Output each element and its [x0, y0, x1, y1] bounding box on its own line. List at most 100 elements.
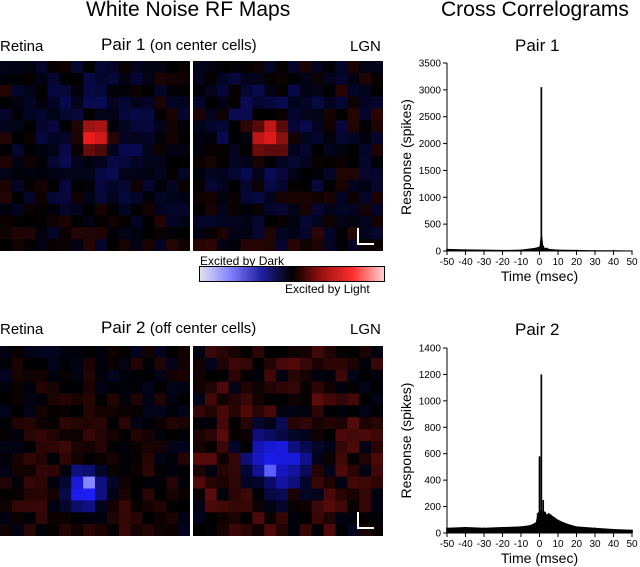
rf-pixel	[299, 84, 313, 98]
rf-pixel	[335, 203, 348, 216]
x-tick-label: -10	[514, 539, 529, 550]
y-tick-label: 1000	[419, 396, 442, 407]
rf-pixel	[47, 524, 60, 536]
rf-pixel	[23, 512, 37, 525]
rf-pixel	[311, 132, 325, 145]
rf-pixel	[193, 96, 206, 110]
rf-pixel	[35, 346, 49, 359]
rf-pixel	[264, 512, 277, 525]
colorbar-dark-label: Excited by Dark	[200, 254, 285, 268]
rf-pixel	[371, 167, 383, 181]
rf-pixel	[371, 61, 383, 74]
rf-pixel	[83, 476, 96, 490]
rf-pixel	[288, 512, 301, 525]
rf-pixel	[347, 488, 360, 501]
rf-pixel	[252, 227, 265, 240]
rf-pixel	[178, 61, 190, 74]
rf-pixel	[335, 132, 348, 145]
rf-pixel	[106, 215, 120, 228]
rf-pixel	[71, 393, 84, 406]
rf-pixel	[264, 429, 277, 442]
rf-pixel	[106, 357, 120, 371]
rf-pixel	[154, 369, 167, 383]
rf-pixel	[166, 524, 179, 536]
rf-pixel	[252, 215, 265, 228]
rf-pixel	[83, 179, 96, 193]
histogram-bar	[631, 529, 633, 533]
rf-pixel	[142, 488, 155, 501]
rf-pixel	[276, 61, 289, 74]
rf-pixel	[154, 144, 167, 157]
rf-pixel	[228, 429, 242, 442]
rf-pixel	[59, 203, 72, 216]
rf-pixel	[59, 120, 72, 133]
rf-pixel	[359, 464, 372, 478]
rf-pixel	[240, 417, 253, 430]
rf-pixel	[118, 369, 132, 383]
rf-pixel	[106, 61, 120, 74]
rf-pixel	[347, 357, 360, 371]
rf-pixel	[311, 417, 325, 430]
rf-pixel	[166, 227, 179, 240]
rf-pixel	[118, 381, 132, 395]
rf-pixel	[95, 203, 108, 216]
rf-pixel	[264, 500, 277, 513]
rf-pixel	[59, 441, 72, 454]
rf-pixel	[371, 96, 383, 110]
rf-pixel	[204, 215, 218, 228]
rf-pixel	[216, 346, 230, 359]
rf-pixel	[371, 108, 383, 121]
rf-pixel	[106, 132, 120, 145]
pair2-scale-bar	[357, 512, 374, 529]
rf-pixel	[130, 381, 144, 395]
rf-pixel	[240, 156, 253, 169]
rf-pixel	[252, 167, 265, 181]
rf-pixel	[288, 393, 301, 406]
rf-pixel	[311, 357, 325, 371]
rf-pixel	[228, 452, 242, 466]
rf-pixel	[371, 156, 383, 169]
rf-pixel	[264, 488, 277, 501]
rf-pixel	[0, 441, 13, 454]
rf-pixel	[178, 203, 190, 216]
rf-pixel	[299, 108, 313, 121]
colorbar-light-label: Excited by Light	[285, 282, 370, 296]
rf-pixel	[106, 417, 120, 430]
rf-pixel	[142, 464, 155, 478]
rf-pixel	[154, 464, 167, 478]
rf-pixel	[35, 488, 49, 501]
rf-pixel	[311, 464, 325, 478]
y-tick-label: 2500	[419, 112, 442, 123]
rf-pixel	[347, 393, 360, 406]
rf-pixel	[323, 132, 337, 145]
rf-pixel	[347, 215, 360, 228]
rf-pixel	[359, 239, 372, 251]
rf-pixel	[323, 227, 337, 240]
rf-pixel	[276, 84, 289, 98]
rf-pixel	[288, 144, 301, 157]
rf-pixel	[193, 381, 206, 395]
rf-pixel	[11, 417, 25, 430]
rf-pixel	[106, 84, 120, 98]
rf-pixel	[118, 405, 132, 418]
pair1-subtitle: (on center cells)	[149, 37, 257, 54]
rf-pixel	[166, 120, 179, 133]
rf-pixel	[228, 191, 242, 205]
rf-pixel	[35, 464, 49, 478]
rf-pixel	[347, 405, 360, 418]
rf-pixel	[118, 132, 132, 145]
rf-pixel	[11, 393, 25, 406]
rf-pixel	[166, 417, 179, 430]
rf-pixel	[252, 179, 265, 193]
rf-pixel	[371, 72, 383, 86]
rf-pixel	[204, 405, 218, 418]
rf-pixel	[35, 61, 49, 74]
rf-pixel	[240, 96, 253, 110]
rf-pixel	[130, 61, 144, 74]
rf-pixel	[288, 417, 301, 430]
rf-pixel	[0, 405, 13, 418]
rf-pixel	[299, 144, 313, 157]
rf-pixel	[106, 369, 120, 383]
rf-pixel	[359, 215, 372, 228]
rf-pixel	[204, 512, 218, 525]
